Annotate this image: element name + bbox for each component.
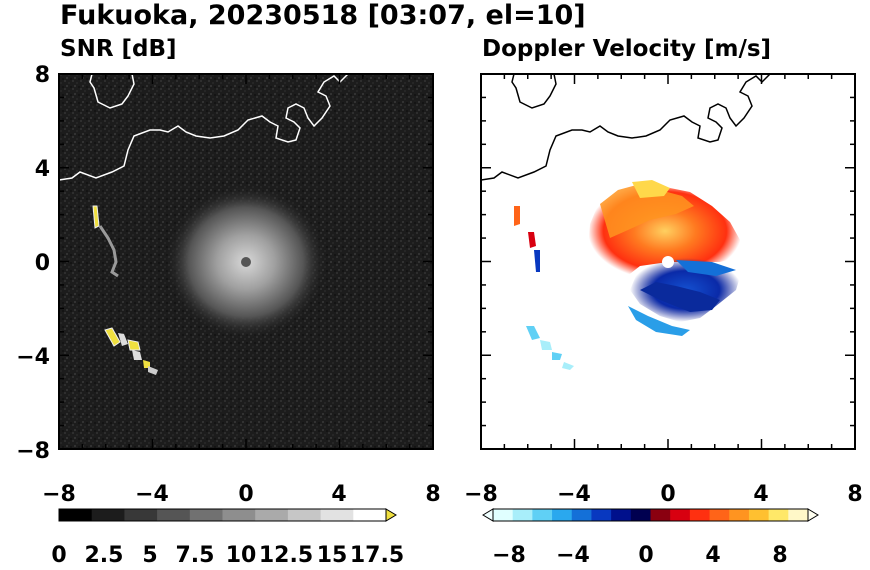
doppler-axis-ticks: [480, 73, 856, 450]
snr-colorbar-label: 10: [226, 543, 257, 568]
doppler-colorbar-cell: [729, 509, 750, 521]
doppler-colorbar-cell: [709, 509, 730, 521]
snr-colorbar-extend-arrow: [385, 508, 397, 522]
doppler-colorbar-label: 8: [772, 543, 787, 568]
doppler-colorbar: −8 −4 0 4 8: [482, 508, 819, 568]
doppler-colorbar-cell: [591, 509, 612, 521]
doppler-colorbar-cell: [512, 509, 533, 521]
snr-xtick-label: 4: [331, 482, 346, 507]
snr-axis-ticks: [58, 73, 434, 450]
doppler-xtick-label: 0: [660, 482, 675, 507]
doppler-colorbar-cell: [532, 509, 553, 521]
snr-xtick-label: −4: [135, 482, 169, 507]
doppler-colorbar-cell: [611, 509, 632, 521]
snr-colorbar-label: 0: [51, 543, 66, 568]
snr-ytick-label: 8: [35, 63, 50, 88]
snr-panel-title: SNR [dB]: [60, 36, 177, 62]
doppler-colorbar-cell: [748, 509, 770, 521]
doppler-panel-title: Doppler Velocity [m/s]: [482, 36, 771, 62]
snr-colorbar-label: 2.5: [85, 543, 124, 568]
doppler-colorbar-cell: [788, 509, 809, 521]
figure-title: Fukuoka, 20230518 [03:07, el=10]: [60, 0, 586, 31]
snr-xtick-label: −8: [42, 482, 76, 507]
doppler-colorbar-label: −4: [556, 543, 590, 568]
snr-colorbar-cell: [287, 509, 322, 521]
doppler-colorbar-cell: [493, 509, 514, 521]
doppler-plot-area: [481, 74, 855, 449]
doppler-colorbar-cell: [689, 509, 711, 521]
doppler-blue-band: [628, 306, 690, 336]
snr-colorbar-cell: [59, 509, 93, 521]
snr-ytick-label: −4: [16, 345, 50, 370]
doppler-xtick-label: −8: [464, 482, 498, 507]
snr-colorbar-cell: [222, 509, 256, 521]
doppler-clutter-echoes: [514, 206, 574, 370]
snr-colorbar-label: 5: [142, 543, 157, 568]
doppler-colorbar-label: 0: [638, 543, 653, 568]
doppler-colorbar-label: −8: [492, 543, 526, 568]
snr-colorbar-frame: [58, 508, 387, 522]
doppler-colorbar-cell: [670, 509, 691, 521]
doppler-colorbar-cell: [768, 509, 789, 521]
doppler-xtick-label: 4: [753, 482, 768, 507]
doppler-colorbar-extend-high: [807, 508, 819, 522]
doppler-colorbar-cell: [571, 509, 592, 521]
snr-colorbar-cell: [124, 509, 158, 521]
doppler-colorbar-extend-low: [482, 508, 494, 522]
snr-colorbar-cell: [255, 509, 289, 521]
snr-colorbar: 0 2.5 5 7.5 10 12.5 15 17.5: [51, 508, 404, 568]
snr-colorbar-cell: [320, 509, 354, 521]
snr-coastline: [59, 74, 349, 181]
doppler-blue-band: [640, 282, 720, 312]
doppler-colorbar-cell: [650, 509, 671, 521]
doppler-warm-band: [600, 184, 694, 238]
doppler-colorbar-cell: [630, 509, 651, 521]
doppler-coastline: [481, 74, 771, 181]
doppler-warm-band: [632, 180, 670, 198]
radar-site-marker: [241, 257, 251, 267]
doppler-colorbar-label: 4: [705, 543, 720, 568]
doppler-xtick-label: −4: [557, 482, 591, 507]
snr-colorbar-label: 12.5: [259, 543, 313, 568]
snr-panel: SNR [dB] −8 −4 0 4 8 8: [16, 36, 440, 507]
snr-colorbar-cell: [91, 509, 125, 521]
snr-colorbar-label: 15: [317, 543, 348, 568]
radar-site-marker: [662, 256, 674, 268]
snr-plot-area: [59, 74, 433, 449]
snr-colorbar-cell: [189, 509, 223, 521]
doppler-blue-band: [676, 260, 736, 276]
doppler-xtick-label: 8: [847, 482, 862, 507]
snr-clutter-echoes: [92, 205, 158, 375]
snr-colorbar-cell: [157, 509, 191, 521]
doppler-panel: Doppler Velocity [m/s]: [464, 36, 863, 507]
snr-ytick-label: 4: [35, 157, 50, 182]
snr-colorbar-cell: [353, 509, 387, 521]
doppler-colorbar-cell: [552, 509, 573, 521]
snr-ytick-label: −8: [16, 439, 50, 464]
snr-ytick-label: 0: [35, 251, 50, 276]
snr-xtick-label: 0: [238, 482, 253, 507]
snr-colorbar-label: 17.5: [350, 543, 404, 568]
snr-colorbar-label: 7.5: [176, 543, 215, 568]
snr-xtick-label: 8: [425, 482, 440, 507]
doppler-colorbar-frame: [492, 508, 809, 522]
